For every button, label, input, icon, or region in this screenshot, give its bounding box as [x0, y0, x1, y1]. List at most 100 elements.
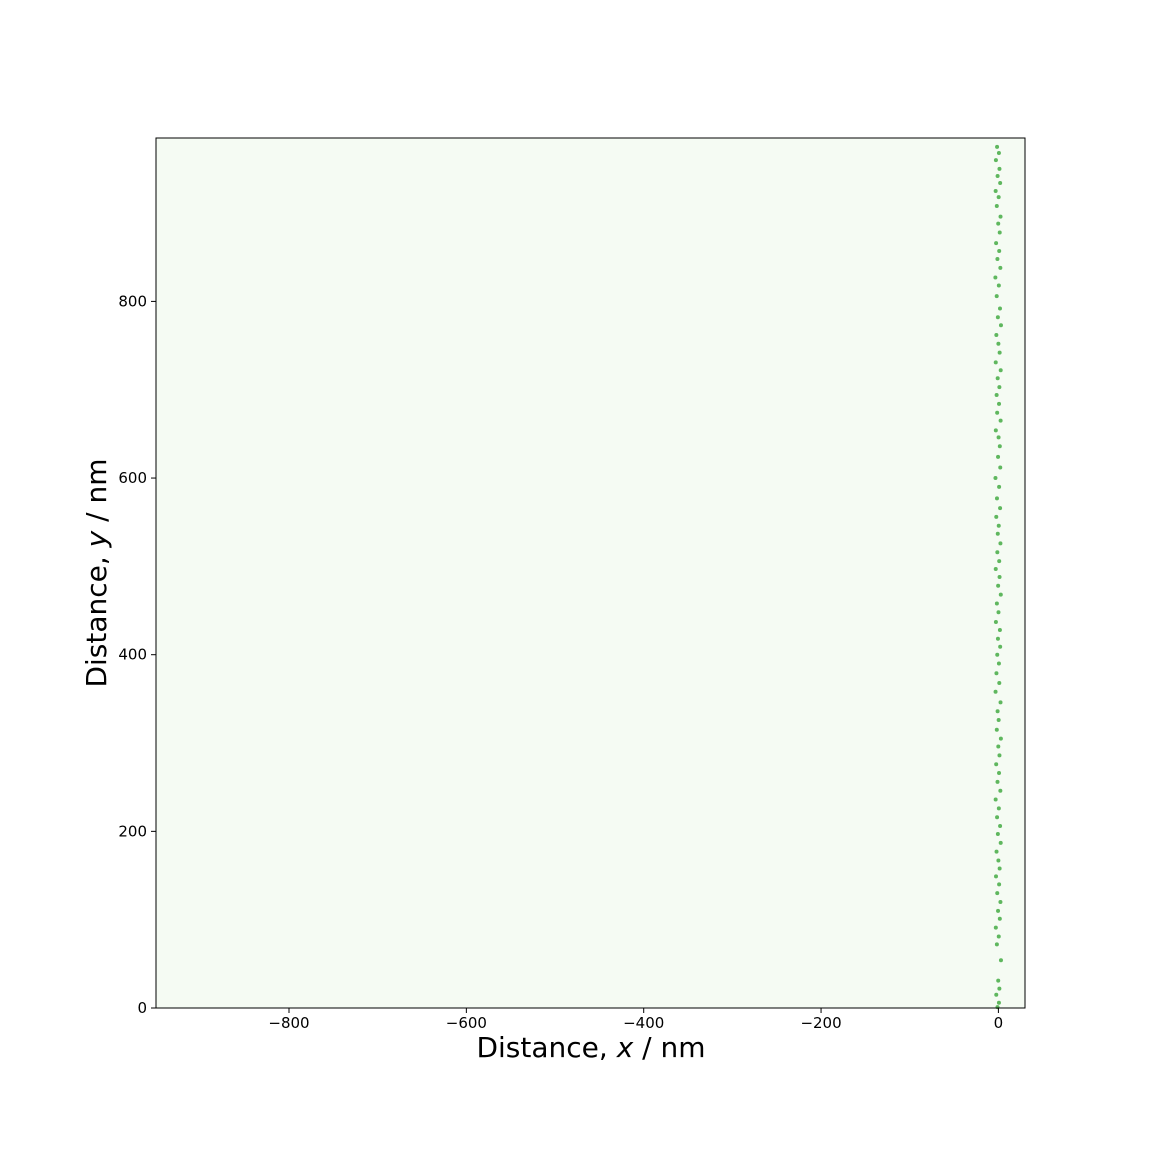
y-tick-label: 200 — [118, 822, 147, 840]
y-tick-label: 600 — [118, 469, 147, 487]
scatter-point — [997, 166, 1002, 171]
scatter-point — [998, 840, 1003, 845]
scatter-point — [998, 824, 1003, 829]
scatter-point — [996, 978, 1001, 983]
scatter-point — [995, 531, 1000, 536]
scatter-point — [993, 158, 998, 163]
scatter-point — [996, 610, 1001, 615]
scatter-point — [994, 849, 999, 854]
scatter-point — [993, 476, 998, 481]
scatter-point — [995, 815, 1000, 820]
scatter-point — [994, 942, 999, 947]
scatter-point — [993, 360, 998, 365]
scatter-point — [997, 680, 1002, 685]
scatter-point — [997, 444, 1002, 449]
scatter-point — [995, 410, 1000, 415]
y-tick-label: 400 — [118, 646, 147, 664]
scatter-point — [997, 484, 1002, 489]
scatter-point — [998, 214, 1003, 219]
y-axis: 0 200 400 600 800 — [118, 292, 156, 1017]
plot-frame — [155, 137, 1026, 1009]
scatter-point — [998, 181, 1003, 186]
scatter-point — [993, 620, 998, 625]
scatter-point — [996, 341, 1001, 346]
scatter-point — [998, 736, 1003, 741]
scatter-point — [995, 709, 1000, 714]
scatter-point — [998, 418, 1003, 423]
scatter-point — [998, 700, 1003, 705]
scatter-point — [998, 265, 1003, 270]
scatter-point — [996, 908, 1001, 913]
scatter-point — [994, 393, 999, 398]
scatter-point — [996, 583, 1001, 588]
scatter-point — [998, 788, 1003, 793]
scatter-point — [996, 934, 1001, 939]
scatter-point — [995, 832, 1000, 836]
scatter-point — [998, 958, 1003, 963]
scatter-point — [993, 275, 998, 280]
scatter-point — [993, 188, 998, 193]
scatter-point — [996, 454, 1001, 459]
scatter-point — [998, 644, 1003, 649]
scatter-point — [998, 900, 1003, 905]
scatter-point — [993, 428, 998, 433]
scatter-point — [997, 385, 1002, 390]
scatter-point — [997, 627, 1002, 632]
scatter-point — [995, 376, 1000, 381]
scatter-point — [996, 744, 1001, 749]
points-layer — [993, 144, 1003, 1010]
scatter-point — [997, 866, 1002, 871]
scatter-point — [996, 806, 1001, 811]
scatter-point — [995, 1005, 1000, 1010]
x-axis-label: Distance, x / nm — [476, 1031, 705, 1064]
scatter-point — [994, 241, 999, 246]
scatter-point — [994, 874, 999, 879]
scatter-point — [995, 550, 1000, 555]
scatter-point — [996, 1000, 1001, 1005]
scatter-point — [994, 601, 999, 606]
scatter-point — [994, 992, 999, 997]
plot-background — [156, 138, 1025, 1008]
scatter-point — [993, 925, 998, 930]
x-tick-label: −800 — [268, 1014, 309, 1032]
scatter-point — [998, 506, 1003, 511]
scatter-point — [998, 323, 1003, 328]
scatter-point — [996, 858, 1001, 863]
x-tick-label: −600 — [446, 1014, 487, 1032]
y-tick-label: 800 — [118, 292, 147, 310]
scatter-point — [993, 797, 998, 802]
scatter-point — [995, 779, 1000, 784]
scatter-point — [997, 574, 1002, 579]
scatter-point — [995, 891, 1000, 896]
scatter-point — [995, 636, 1000, 641]
scatter-point — [995, 315, 1000, 320]
scatter-point — [994, 727, 999, 732]
scatter-point — [998, 465, 1003, 470]
scatter-point — [996, 221, 1001, 226]
scatter-point — [998, 368, 1003, 373]
x-tick-label: −200 — [800, 1014, 841, 1032]
scatter-point — [995, 173, 1000, 178]
scatter-point — [997, 771, 1002, 776]
scatter-point — [996, 151, 1001, 156]
scatter-point — [996, 195, 1001, 200]
scatter-point — [998, 541, 1003, 546]
scatter-point — [994, 514, 999, 519]
scatter-point — [994, 671, 999, 676]
scatter-point — [993, 567, 998, 572]
scatter-point — [994, 294, 999, 299]
scatter-point — [996, 435, 1001, 440]
scatter-point — [997, 882, 1002, 887]
scatter-point — [997, 401, 1002, 406]
scatter-point — [997, 916, 1002, 921]
scatter-point — [995, 144, 1000, 149]
x-tick-label: −400 — [623, 1014, 664, 1032]
scatter-point — [994, 496, 999, 501]
scatter-point — [995, 652, 1000, 657]
x-tick-label: 0 — [994, 1014, 1004, 1032]
scatter-point — [997, 230, 1002, 235]
scatter-point — [994, 204, 999, 209]
scatter-point — [996, 718, 1001, 723]
scatter-point — [997, 350, 1002, 355]
